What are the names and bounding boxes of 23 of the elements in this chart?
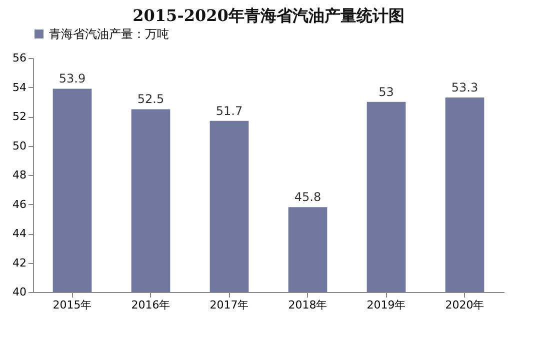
- x-tick-label: 2018年: [288, 298, 328, 312]
- data-label: 53.3: [451, 80, 478, 94]
- y-tick-label: 40: [12, 286, 26, 298]
- x-tick-label: 2017年: [210, 298, 249, 312]
- x-tick-label: 2016年: [131, 298, 170, 312]
- x-tick-label: 2019年: [366, 298, 406, 312]
- data-label: 45.8: [294, 190, 322, 204]
- y-tick-label: 46: [12, 198, 26, 211]
- data-label: 53: [378, 84, 394, 99]
- data-label: 52.5: [137, 92, 164, 106]
- chart-title: 2015-2020年青海省汽油产量统计图: [132, 6, 404, 25]
- y-tick-label: 54: [12, 80, 26, 94]
- y-tick-label: 42: [12, 256, 26, 270]
- y-tick-label: 56: [12, 52, 26, 64]
- x-tick-label: 2020年: [445, 298, 484, 312]
- data-label: 53.9: [58, 72, 86, 86]
- y-tick-label: 52: [12, 110, 26, 123]
- y-tick-label: 44: [12, 227, 26, 240]
- legend-label: 青海省汽油产量：万吨: [49, 27, 169, 41]
- data-label: 51.7: [216, 104, 243, 118]
- y-tick-label: 48: [12, 168, 26, 182]
- y-tick-label: 50: [12, 139, 26, 152]
- x-tick-label: 2015年: [52, 298, 92, 312]
